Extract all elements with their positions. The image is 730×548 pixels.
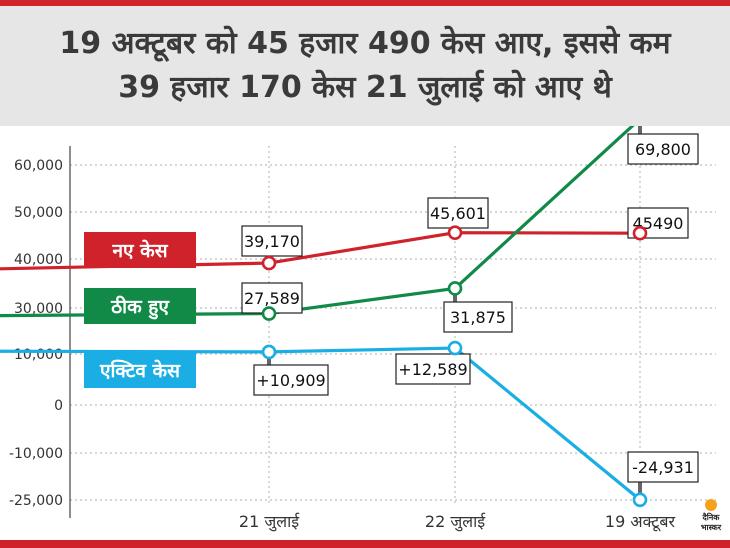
bottom-accent-bar (0, 540, 730, 548)
data-point (447, 281, 463, 296)
data-label: 39,170 (244, 232, 300, 251)
title-line-1: 19 अक्टूबर को 45 हजार 490 केस आए, इससे क… (59, 26, 671, 61)
data-label-box (395, 353, 471, 385)
data-label-box (627, 451, 699, 483)
y-tick-label: 10,000 (14, 347, 63, 363)
y-tick-label: -25,000 (9, 493, 63, 509)
title-line-2: 39 हजार 170 केस 21 जुलाई को आए थे (118, 70, 612, 105)
y-tick-label: 60,000 (14, 158, 63, 174)
y-tick-label: -10,000 (9, 446, 63, 462)
data-point (261, 255, 277, 271)
dainik-bhaskar-logo: दैनिक भास्कर (694, 496, 728, 536)
data-label-box (427, 197, 489, 229)
logo-text-2: भास्कर (700, 523, 722, 532)
data-point (632, 225, 648, 241)
y-tick-label: 30,000 (14, 301, 63, 317)
y-tick-label: 40,000 (14, 252, 63, 268)
y-tick-label: 0 (54, 398, 63, 414)
series-tag (84, 288, 196, 324)
x-tick-label: 22 जुलाई (425, 512, 486, 532)
data-label-box (443, 301, 513, 333)
data-point (632, 492, 648, 508)
data-label-box (241, 225, 303, 257)
x-tick-label: 19 अक्टूबर (605, 512, 676, 532)
data-label-box (627, 133, 699, 165)
data-point (261, 306, 277, 321)
series-name-label: नए केस (111, 239, 168, 262)
series-name-label: एक्टिव केस (99, 359, 181, 382)
data-point (261, 344, 277, 360)
data-label: +12,589 (398, 360, 467, 379)
chart-title: 19 अक्टूबर को 45 हजार 490 केस आए, इससे क… (0, 0, 730, 126)
series-tag (84, 232, 196, 268)
x-tick-label: 21 जुलाई (239, 512, 300, 532)
data-label: 31,875 (450, 308, 506, 327)
data-label: +10,909 (256, 371, 325, 390)
logo-text-1: दैनिक (702, 513, 720, 522)
series-name-label: ठीक हुए (110, 295, 170, 320)
series-line (0, 126, 635, 318)
data-label: -24,931 (632, 458, 694, 477)
y-tick-label: 50,000 (14, 205, 63, 221)
sun-icon (705, 499, 717, 511)
data-label: 69,800 (635, 140, 691, 159)
series-line (0, 346, 642, 502)
data-label-box (253, 364, 329, 396)
line-chart: 60,000 50,000 40,000 30,000 10,000 0 -10,000 -2… (0, 126, 716, 532)
data-point (447, 225, 463, 240)
series-tag (84, 352, 196, 388)
data-label: 45,601 (430, 204, 486, 223)
data-label: 27,589 (244, 289, 300, 308)
data-point (447, 340, 463, 356)
